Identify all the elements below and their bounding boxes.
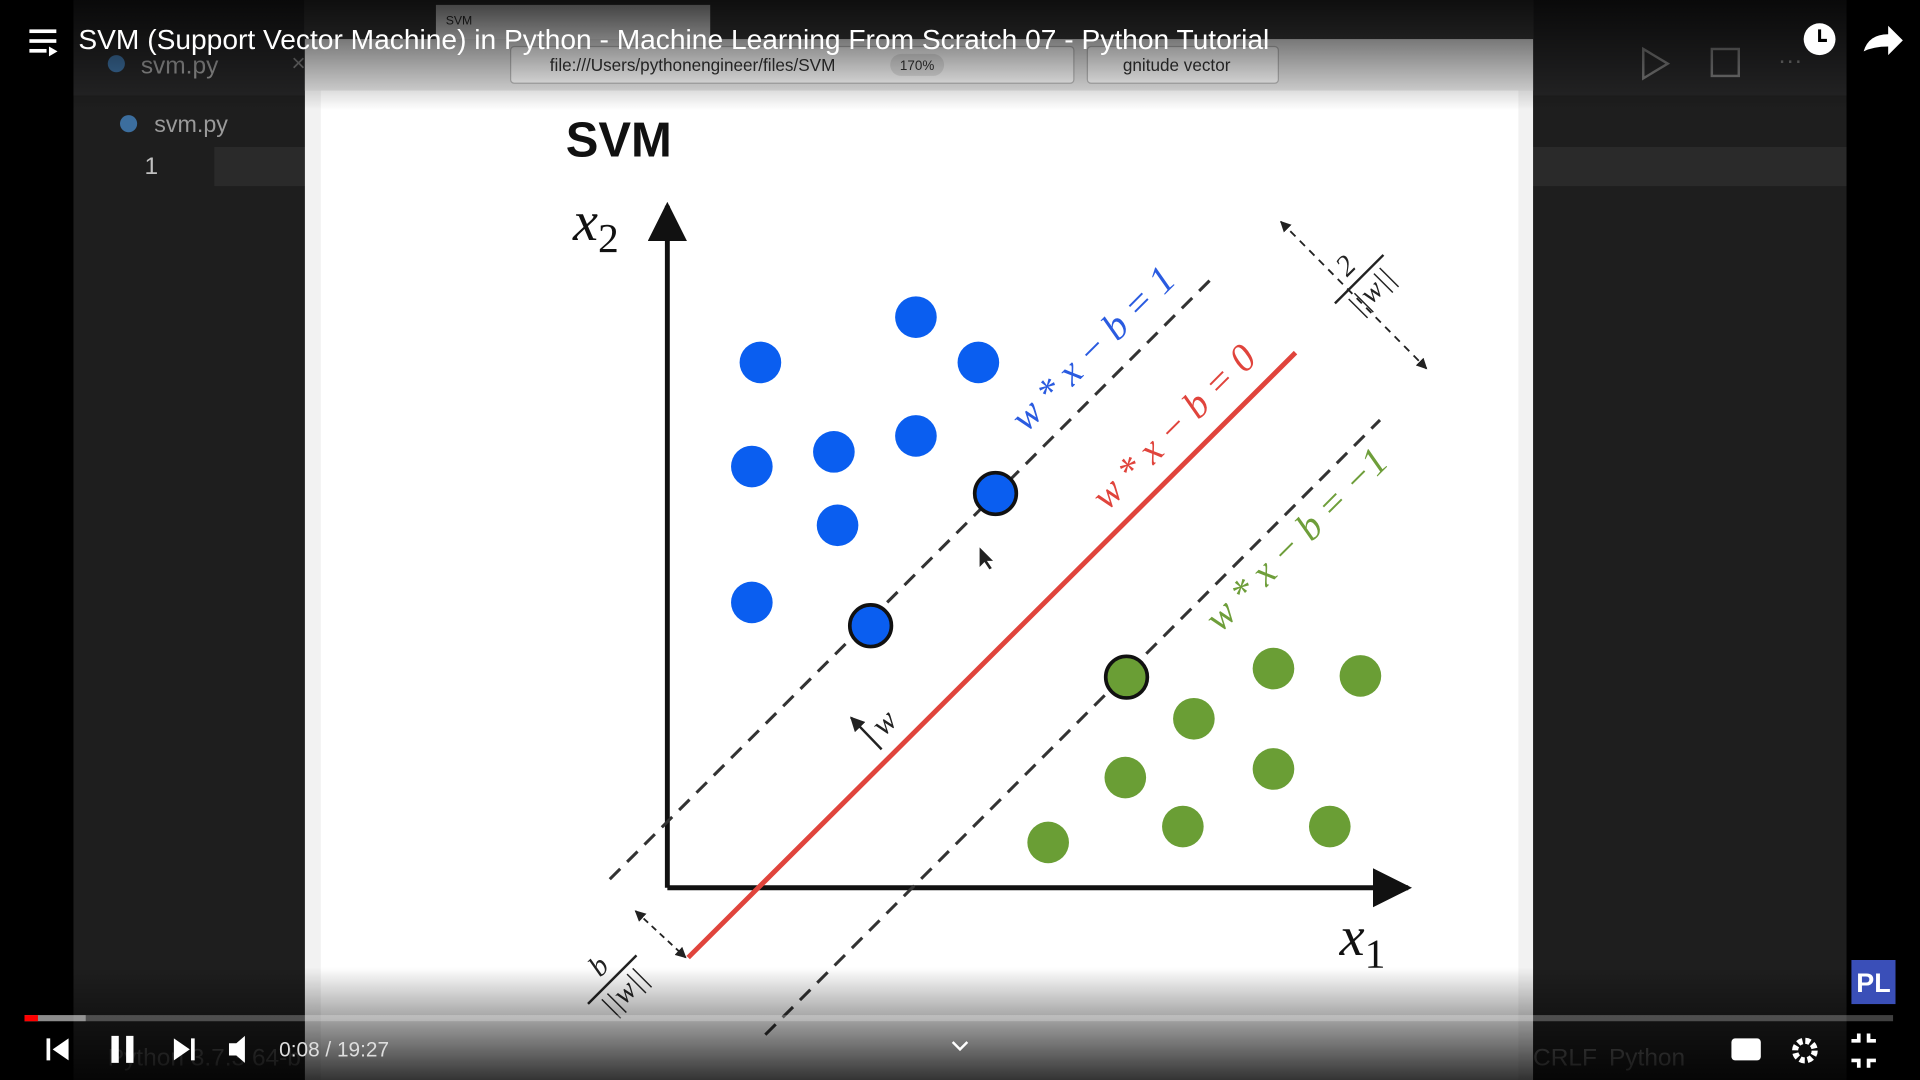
progress-played xyxy=(24,1015,38,1022)
support-vector xyxy=(847,603,894,649)
sample-point xyxy=(813,431,855,473)
explorer-file[interactable]: svm.py xyxy=(154,111,228,137)
previous-button[interactable] xyxy=(46,1038,69,1061)
sample-point xyxy=(895,296,937,338)
icon-bar xyxy=(29,29,57,34)
captions-button[interactable] xyxy=(1731,1038,1761,1061)
chapter-toggle[interactable] xyxy=(951,1041,969,1052)
sample-point xyxy=(739,341,782,384)
sample-point xyxy=(1027,821,1069,864)
share-button[interactable] xyxy=(1863,25,1903,56)
offset-arrow xyxy=(634,910,687,959)
icon-play xyxy=(48,46,58,57)
line-number: 1 xyxy=(144,153,158,180)
channel-logo[interactable]: PL xyxy=(1856,968,1890,998)
exit-fullscreen-button[interactable] xyxy=(1851,1033,1876,1068)
sample-point xyxy=(1173,697,1215,740)
normal-vector-arrow xyxy=(850,716,883,751)
progress-track[interactable] xyxy=(24,1015,1894,1022)
sample-point xyxy=(1162,805,1204,848)
video-title[interactable]: SVM (Support Vector Machine) in Python -… xyxy=(78,24,1269,55)
y-axis-label: x2 xyxy=(572,191,619,262)
support-vector xyxy=(1103,654,1150,700)
sample-point xyxy=(957,341,1000,384)
icon-bar xyxy=(29,39,57,43)
lower-margin-line xyxy=(764,418,1382,1036)
point-groups xyxy=(731,296,1382,864)
sample-point xyxy=(1104,756,1147,799)
icon-bar xyxy=(29,48,47,53)
progress-buffered xyxy=(24,1015,86,1022)
sample-point xyxy=(816,504,859,547)
sample-point xyxy=(1339,655,1382,697)
pause-button[interactable] xyxy=(111,1035,134,1063)
sample-point xyxy=(1308,805,1351,848)
sample-point xyxy=(1252,748,1295,790)
slide-title: SVM xyxy=(566,114,672,168)
x-axis-label: x1 xyxy=(1339,906,1386,977)
top-overlay xyxy=(0,0,1920,111)
settings-button[interactable] xyxy=(1792,1037,1818,1064)
support-vector xyxy=(972,470,1019,517)
volume-button[interactable] xyxy=(228,1035,245,1063)
bottom-overlay xyxy=(0,967,1920,1080)
upper-margin-line xyxy=(608,274,1216,881)
sample-point xyxy=(731,581,773,624)
sample-point xyxy=(1252,647,1295,690)
playlist-button[interactable] xyxy=(29,29,58,57)
fraction-bar xyxy=(1334,254,1385,305)
sample-point xyxy=(895,415,937,457)
python-icon xyxy=(120,115,138,133)
channel-watermark[interactable] xyxy=(1851,960,1896,1005)
decision-boundary xyxy=(686,350,1298,960)
watch-later-button[interactable] xyxy=(1803,23,1836,56)
next-button[interactable] xyxy=(173,1038,195,1061)
time-display: 0:08 / 19:27 xyxy=(279,1039,389,1062)
sample-point xyxy=(731,445,773,488)
icon-hands xyxy=(1818,29,1827,42)
mouse-cursor xyxy=(979,547,994,570)
